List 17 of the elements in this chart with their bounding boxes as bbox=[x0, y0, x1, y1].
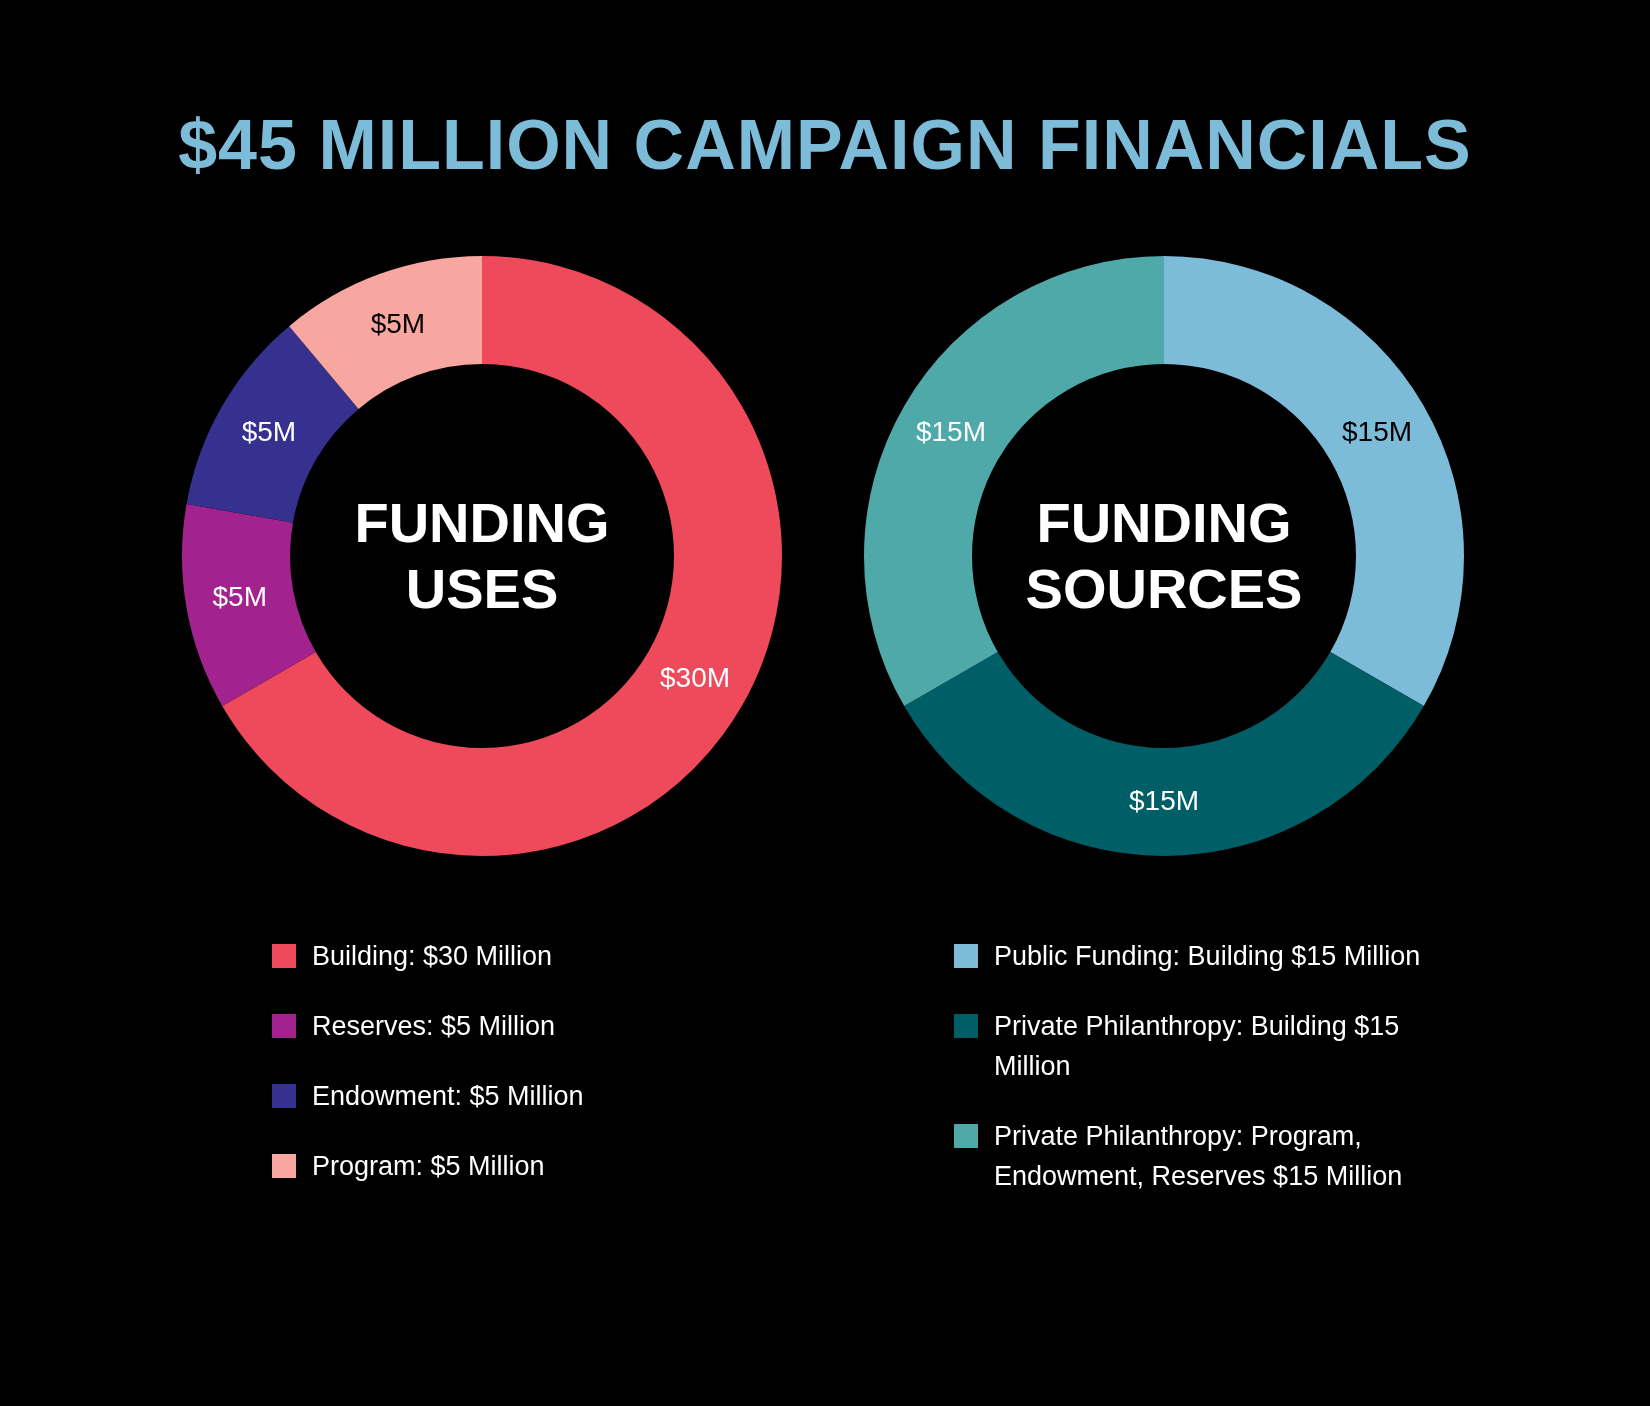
data-label: $30M bbox=[660, 661, 731, 693]
legend-label: Public Funding: Building $15 Million bbox=[994, 940, 1421, 973]
legend-label: Building: $30 Million bbox=[312, 940, 553, 973]
text: FUNDING USES bbox=[353, 490, 611, 622]
legend-label: Reserves: $5 Million bbox=[312, 1010, 556, 1043]
legend-label: Private Philanthropy: Building $15 Million bbox=[994, 1010, 1401, 1083]
data-label: $15M bbox=[1128, 784, 1200, 816]
data-label: $15M bbox=[1342, 415, 1413, 447]
data-label: $5M bbox=[370, 307, 426, 339]
legend-label: Private Philanthropy: Program, Endowment, Reserves $15 Million bbox=[994, 1120, 1404, 1193]
legend-label: Program: $5 Million bbox=[312, 1150, 545, 1183]
text: FUNDING SOURCES bbox=[1024, 490, 1304, 622]
legend-label: Endowment: $5 Million bbox=[312, 1080, 584, 1113]
data-label: $15M bbox=[915, 415, 986, 447]
data-label: $5M bbox=[241, 415, 297, 447]
data-label: $5M bbox=[212, 581, 267, 613]
text: $45 MILLION CAMPAIGN FINANCIALS bbox=[177, 105, 1473, 185]
